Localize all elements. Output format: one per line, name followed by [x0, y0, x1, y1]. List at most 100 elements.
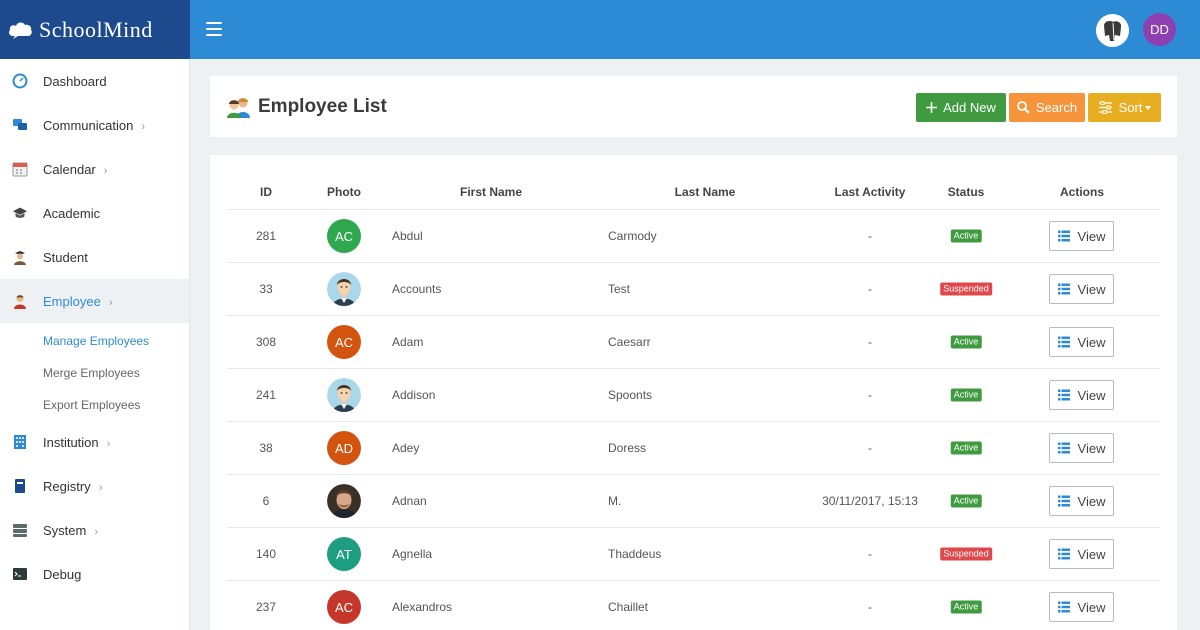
sidebar-item-student[interactable]: Student [0, 235, 189, 279]
cell-id: 33 [259, 282, 273, 296]
column-header-status[interactable]: Status [947, 185, 985, 199]
sidebar-item-academic[interactable]: Academic [0, 191, 189, 235]
cell-first-name: Abdul [392, 229, 423, 243]
view-button[interactable]: View [1049, 380, 1114, 410]
cell-first-name: Adnan [392, 494, 427, 508]
table-row[interactable]: 33 Accounts Test - Suspended View [227, 263, 1160, 316]
chevron-right-icon: › [108, 296, 113, 309]
sidebar-item-registry[interactable]: Registry › [0, 464, 189, 508]
view-button[interactable]: View [1049, 486, 1114, 516]
sidebar-item-label: Dashboard [43, 73, 107, 89]
sort-dropdown-button[interactable]: Sort [1088, 93, 1161, 122]
cell-last-activity: - [868, 388, 872, 402]
status-badge: Suspended [940, 282, 992, 296]
status-badge: Active [950, 388, 982, 402]
column-header-last-name[interactable]: Last Name [674, 185, 736, 199]
view-button[interactable]: View [1049, 433, 1114, 463]
status-badge: Active [950, 335, 982, 349]
user-initials-avatar[interactable]: DD [1143, 13, 1176, 46]
cell-id: 281 [255, 229, 277, 243]
view-label: View [1077, 440, 1106, 456]
cell-first-name: Agnella [392, 547, 433, 561]
view-label: View [1077, 228, 1106, 244]
sidebar-subitem-export-employees[interactable]: Export Employees [43, 398, 141, 412]
cell-id: 38 [259, 441, 273, 455]
table-row[interactable]: 281 AC Abdul Carmody - Active View [227, 210, 1160, 263]
cell-last-activity: - [868, 229, 872, 243]
sidebar-item-system[interactable]: System › [0, 508, 189, 552]
sidebar-item-calendar[interactable]: Calendar › [0, 147, 189, 191]
cell-id: 308 [255, 335, 277, 349]
cell-last-activity: - [868, 335, 872, 349]
sidebar-item-label: Institution [43, 434, 99, 450]
chat-icon [12, 117, 28, 133]
sidebar-subitem-manage-employees[interactable]: Manage Employees [43, 334, 150, 348]
column-header-first-name[interactable]: First Name [459, 185, 523, 199]
cartoon-man-avatar [327, 378, 361, 412]
view-button[interactable]: View [1049, 274, 1114, 304]
view-label: View [1077, 493, 1106, 509]
employees-icon [226, 96, 252, 118]
initials-avatar: AC [327, 590, 361, 624]
view-button[interactable]: View [1049, 539, 1114, 569]
hamburger-menu-icon[interactable] [206, 22, 222, 36]
sidebar-item-communication[interactable]: Communication › [0, 103, 189, 147]
column-header-photo: Photo [327, 185, 361, 199]
view-label: View [1077, 281, 1106, 297]
profile-photo-avatar[interactable] [1096, 14, 1129, 47]
column-header-id[interactable]: ID [260, 185, 272, 199]
cartoon-man-avatar [327, 272, 361, 306]
view-label: View [1077, 599, 1106, 615]
column-header-last-activity[interactable]: Last Activity [834, 185, 906, 199]
sidebar-item-debug[interactable]: Debug [0, 552, 189, 596]
brand-name: SchoolMind [39, 16, 153, 42]
cell-last-activity: - [868, 600, 872, 614]
brand-logo[interactable]: SchoolMind [0, 0, 190, 59]
sidebar-subitem-merge-employees[interactable]: Merge Employees [43, 366, 140, 380]
search-button[interactable]: Search [1009, 93, 1085, 122]
view-label: View [1077, 334, 1106, 350]
sidebar-item-label: Student [43, 249, 88, 265]
sidebar-item-employee[interactable]: Employee › [0, 279, 189, 323]
magnifier-icon [1016, 101, 1030, 114]
chevron-right-icon: › [141, 120, 145, 133]
view-button[interactable]: View [1049, 592, 1114, 622]
table-row[interactable]: 237 AC Alexandros Chaillet - Active View [227, 581, 1160, 630]
cell-id: 241 [255, 388, 277, 402]
table-row[interactable]: 241 Addison Spoonts - Active View [227, 369, 1160, 422]
list-icon [1057, 336, 1070, 348]
view-button[interactable]: View [1049, 221, 1114, 251]
calendar-icon [12, 161, 28, 177]
cell-last-name: Test [608, 282, 631, 296]
chevron-right-icon: › [98, 481, 103, 494]
caret-down-icon [1145, 106, 1152, 110]
cell-first-name: Alexandros [392, 600, 453, 614]
column-header-actions: Actions [1059, 185, 1105, 199]
cell-id: 237 [255, 600, 277, 614]
search-label: Search [1035, 100, 1078, 115]
status-badge: Active [950, 229, 982, 243]
page-header: Employee List Add New Search Sort [210, 76, 1177, 137]
sidebar-item-institution[interactable]: Institution › [0, 420, 189, 464]
sidebar-item-dashboard[interactable]: Dashboard [0, 59, 189, 103]
cell-last-name: Chaillet [608, 600, 649, 614]
add-new-button[interactable]: Add New [916, 93, 1006, 122]
cell-last-name: Spoonts [608, 388, 653, 402]
table-row[interactable]: 308 AC Adam Caesarr - Active View [227, 316, 1160, 369]
cell-id: 6 [262, 494, 270, 508]
cell-last-name: Doress [608, 441, 647, 455]
chevron-right-icon: › [106, 437, 111, 450]
list-icon [1057, 442, 1070, 454]
add-new-label: Add New [943, 100, 996, 115]
cell-last-name: Thaddeus [608, 547, 662, 561]
initials-avatar: AC [327, 219, 361, 253]
table-row[interactable]: 38 AD Adey Doress - Active View [227, 422, 1160, 475]
table-row[interactable]: 140 AT Agnella Thaddeus - Suspended View [227, 528, 1160, 581]
sidebar-item-label: Calendar [43, 161, 96, 177]
cell-last-name: M. [608, 494, 622, 508]
table-row[interactable]: 6 Adnan M. 30/11/2017, 15:13 Active View [227, 475, 1160, 528]
view-button[interactable]: View [1049, 327, 1114, 357]
cell-last-name: Caesarr [608, 335, 651, 349]
list-icon [1057, 230, 1070, 242]
status-badge: Active [950, 441, 982, 455]
